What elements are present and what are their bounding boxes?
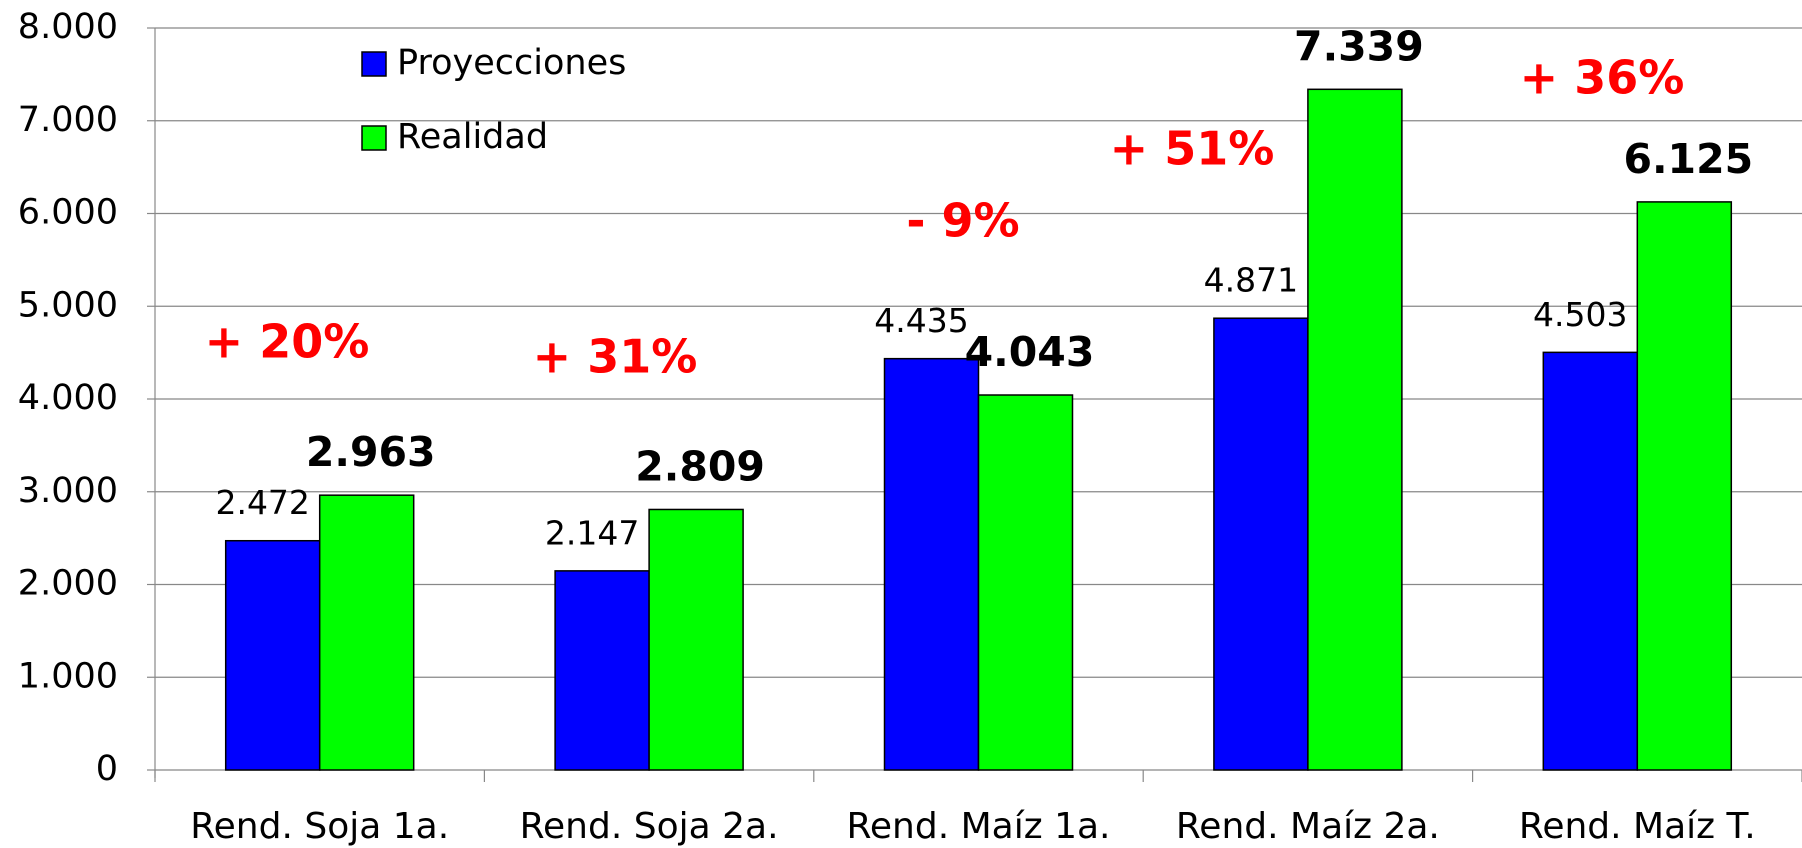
bar [883, 357, 980, 771]
x-tick-label: Rend. Maíz T. [1519, 806, 1756, 847]
data-label: 2.472 [215, 483, 309, 522]
bar [224, 539, 321, 771]
annotation: - 9% [906, 194, 1019, 248]
bar [1636, 201, 1733, 771]
data-label: 6.125 [1623, 135, 1753, 183]
legend-label: Realidad [397, 117, 548, 157]
bar [648, 508, 744, 771]
bar [1307, 88, 1403, 771]
x-tick-label: Rend. Maíz 1a. [847, 806, 1111, 847]
legend-swatch [361, 125, 387, 151]
legend-swatch [361, 51, 387, 77]
x-tick-label: Rend. Soja 1a. [190, 806, 449, 847]
annotation: + 20% [205, 315, 370, 369]
y-tick-label: 8.000 [18, 7, 118, 47]
data-label: 4.871 [1204, 261, 1298, 300]
bar [1542, 351, 1639, 771]
y-tick-label: 7.000 [18, 100, 118, 140]
y-tick-label: 5.000 [18, 285, 118, 325]
y-tick-label: 4.000 [18, 378, 118, 418]
data-label: 4.043 [965, 328, 1095, 376]
annotation: + 51% [1110, 122, 1275, 176]
data-label: 2.963 [306, 428, 436, 476]
y-tick-label: 1.000 [18, 656, 118, 696]
data-label: 2.809 [635, 442, 765, 490]
data-label: 4.503 [1533, 295, 1627, 334]
annotation: + 36% [1520, 51, 1685, 105]
bar [318, 494, 415, 771]
legend-label: Proyecciones [397, 43, 626, 83]
data-label: 7.339 [1294, 22, 1424, 70]
y-tick-label: 0 [96, 749, 118, 789]
y-tick-label: 3.000 [18, 471, 118, 511]
y-tick-label: 6.000 [18, 193, 118, 233]
bar [1213, 317, 1309, 771]
data-label: 2.147 [545, 513, 639, 552]
data-label: 4.435 [874, 301, 968, 340]
x-tick-label: Rend. Maíz 2a. [1176, 806, 1440, 847]
annotation: + 31% [533, 330, 698, 384]
bar [977, 394, 1074, 771]
x-tick-label: Rend. Soja 2a. [520, 806, 779, 847]
y-tick-label: 2.000 [18, 564, 118, 604]
bar [554, 570, 650, 771]
